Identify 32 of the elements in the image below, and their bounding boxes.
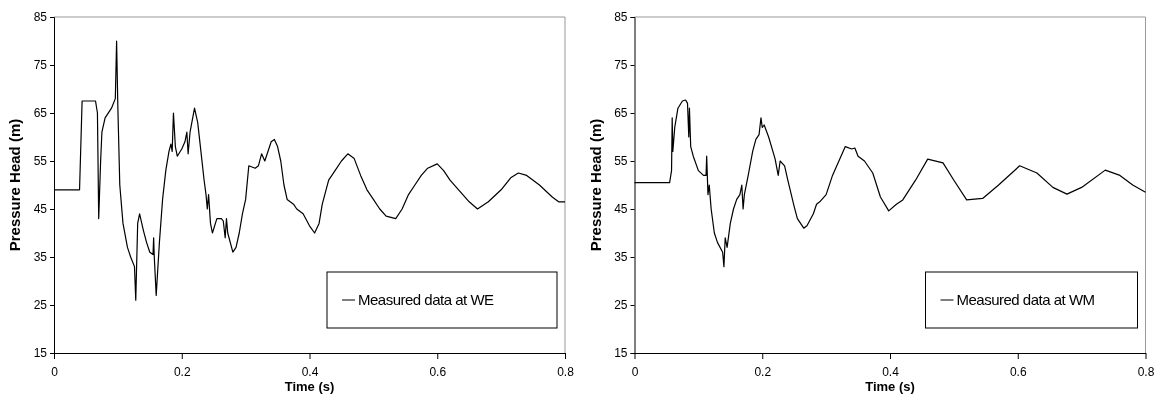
y-tick-label: 15 bbox=[614, 346, 628, 361]
y-tick-label: 55 bbox=[33, 154, 48, 169]
y-tick-label: 35 bbox=[614, 250, 628, 265]
y-tick-label: 15 bbox=[33, 346, 48, 361]
x-tick-label: 0.4 bbox=[301, 364, 319, 379]
x-tick-label: 0.6 bbox=[1009, 364, 1027, 379]
y-tick-label: 25 bbox=[33, 298, 48, 313]
y-tick-label: 65 bbox=[614, 106, 628, 121]
y-tick-label: 35 bbox=[33, 250, 48, 265]
legend-label: Measured data at WM bbox=[956, 291, 1095, 308]
x-tick-label: 0 bbox=[51, 364, 59, 379]
x-axis-title: Time (s) bbox=[284, 379, 335, 394]
x-tick-label: 0 bbox=[631, 364, 639, 379]
x-tick-label: 0.4 bbox=[882, 364, 900, 379]
y-tick-label: 65 bbox=[33, 106, 48, 121]
x-axis-title: Time (s) bbox=[865, 379, 915, 394]
y-tick-label: 85 bbox=[33, 10, 48, 25]
y-axis-title: Pressure Head (m) bbox=[6, 118, 23, 252]
y-tick-label: 55 bbox=[614, 154, 628, 169]
x-tick-label: 0.2 bbox=[173, 364, 191, 379]
legend-label: Measured data at WE bbox=[358, 291, 495, 308]
y-tick-label: 85 bbox=[614, 10, 628, 25]
x-tick-label: 0.2 bbox=[754, 364, 772, 379]
y-tick-label: 25 bbox=[614, 298, 628, 313]
x-tick-label: 0.8 bbox=[557, 364, 575, 379]
y-tick-label: 75 bbox=[614, 58, 628, 73]
y-tick-label: 75 bbox=[33, 58, 48, 73]
y-tick-label: 45 bbox=[33, 202, 48, 217]
y-axis-title: Pressure Head (m) bbox=[586, 118, 604, 252]
y-tick-label: 45 bbox=[614, 202, 628, 217]
x-tick-label: 0.8 bbox=[1137, 364, 1155, 379]
x-tick-label: 0.6 bbox=[429, 364, 447, 379]
